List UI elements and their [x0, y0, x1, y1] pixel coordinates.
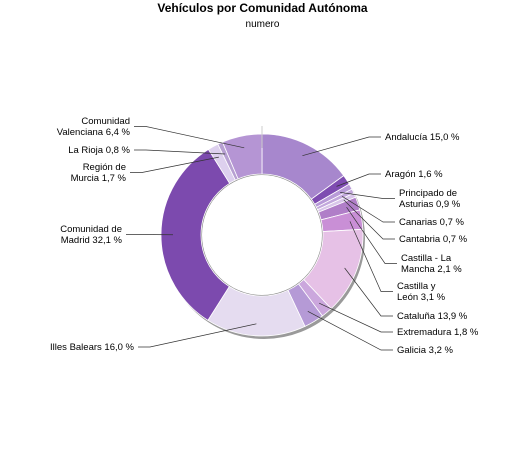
label-la-rioja: La Rioja 0,8 %: [68, 145, 226, 156]
slice-label: Principado de Asturias 0,9 %: [399, 188, 461, 210]
leader-line: [340, 192, 395, 199]
slice-label: Cataluña 13,9 %: [397, 311, 468, 322]
chart-title: Vehículos por Comunidad Autónoma: [157, 1, 368, 15]
leader-line: [319, 302, 393, 333]
label-comunidad-valenciana: Comunidad Valenciana 6,4 %: [57, 116, 245, 149]
slice-label: Castilla - La Mancha 2,1 %: [401, 253, 462, 275]
leader-line: [138, 323, 257, 348]
label-principado-de-asturias: Principado de Asturias 0,9 %: [340, 188, 461, 210]
label-cataluna: Cataluña 13,9 %: [344, 267, 468, 322]
slice-label: Cantabria 0,7 %: [399, 234, 468, 245]
label-aragon: Aragón 1,6 %: [336, 169, 443, 187]
label-illes-balears: Illes Balears 16,0 %: [50, 323, 257, 353]
leader-line: [343, 199, 395, 240]
leader-line: [134, 126, 245, 149]
leader-line: [336, 173, 381, 187]
slice-label: Canarias 0,7 %: [399, 217, 465, 228]
leader-line: [130, 156, 219, 173]
leader-line: [134, 149, 226, 155]
leader-line: [302, 136, 381, 157]
slice-label: La Rioja 0,8 %: [68, 145, 130, 156]
label-galicia: Galicia 3,2 %: [307, 311, 454, 356]
slice-label: Castilla y León 3,1 %: [397, 281, 446, 303]
slice-label: Illes Balears 16,0 %: [50, 342, 135, 353]
chart-subtitle: numero: [245, 19, 280, 30]
label-cantabria: Cantabria 0,7 %: [343, 199, 468, 245]
slice-label: Comunidad Valenciana 6,4 %: [57, 116, 131, 138]
leader-line: [341, 196, 395, 223]
slice-label: Región de Murcia 1,7 %: [71, 162, 127, 184]
label-comunidad-de-madrid: Comunidad de Madrid 32,1 %: [60, 224, 174, 246]
leader-line: [344, 267, 393, 317]
leader-line: [349, 221, 393, 292]
slice-label: Extremadura 1,8 %: [397, 327, 479, 338]
label-region-de-murcia: Región de Murcia 1,7 %: [71, 156, 219, 184]
label-andalucia: Andalucía 15,0 %: [302, 132, 460, 157]
label-canarias: Canarias 0,7 %: [341, 196, 465, 228]
leader-line: [307, 311, 393, 351]
leader-line: [346, 207, 397, 264]
label-castilla-la-mancha: Castilla - La Mancha 2,1 %: [346, 207, 462, 275]
slice-label: Andalucía 15,0 %: [385, 132, 460, 143]
slice-comunidad-de-madrid: [160, 148, 231, 321]
label-extremadura: Extremadura 1,8 %: [319, 302, 479, 338]
label-castilla-y-leon: Castilla y León 3,1 %: [349, 221, 446, 303]
slice-label: Aragón 1,6 %: [385, 169, 443, 180]
donut-hole: [202, 175, 322, 295]
slice-label: Comunidad de Madrid 32,1 %: [60, 224, 122, 246]
slice-label: Galicia 3,2 %: [397, 345, 454, 356]
